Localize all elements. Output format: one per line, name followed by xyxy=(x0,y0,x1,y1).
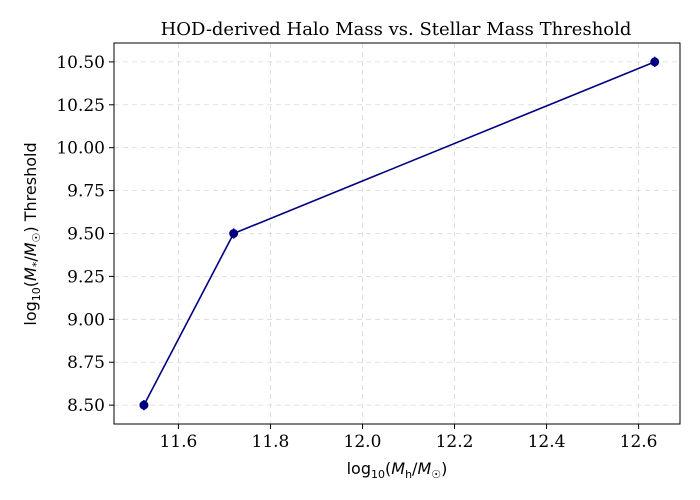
y-tick-label-2: 9.00 xyxy=(67,310,105,330)
x-tick-label-0: 11.6 xyxy=(159,432,197,452)
grid xyxy=(114,43,680,424)
y-tick-label-4: 9.50 xyxy=(67,225,105,245)
y-tick-label-6: 10.00 xyxy=(56,139,105,159)
data-point-1 xyxy=(229,229,239,238)
y-axis-label: log10(M*/M☉) Threshold xyxy=(21,142,43,325)
data-point-2 xyxy=(650,57,660,67)
x-tick-label-3: 12.2 xyxy=(436,432,474,452)
y-tick-label-1: 8.75 xyxy=(67,353,105,373)
data-point-0 xyxy=(139,400,149,410)
chart-title: HOD-derived Halo Mass vs. Stellar Mass T… xyxy=(161,19,632,40)
y-tick-label-0: 8.50 xyxy=(67,396,105,416)
axes: 11.6 11.8 12.0 12.2 12.4 12.6 8.50 8.75 9.00 9.25… xyxy=(56,42,681,452)
y-tick-label-7: 10.25 xyxy=(56,96,105,116)
x-tick-label-2: 12.0 xyxy=(344,432,382,452)
y-tick-label-3: 9.25 xyxy=(67,267,105,287)
x-axis-label: log10(Mh/M☉) xyxy=(347,459,448,481)
data-series xyxy=(139,56,660,411)
x-tick-label-4: 12.4 xyxy=(528,432,566,452)
y-tick-label-8: 10.50 xyxy=(56,53,105,73)
y-tick-label-5: 9.75 xyxy=(67,182,105,202)
series-line-0 xyxy=(143,61,655,406)
x-tick-label-1: 11.8 xyxy=(252,432,290,452)
x-tick-label-5: 12.6 xyxy=(620,432,658,452)
